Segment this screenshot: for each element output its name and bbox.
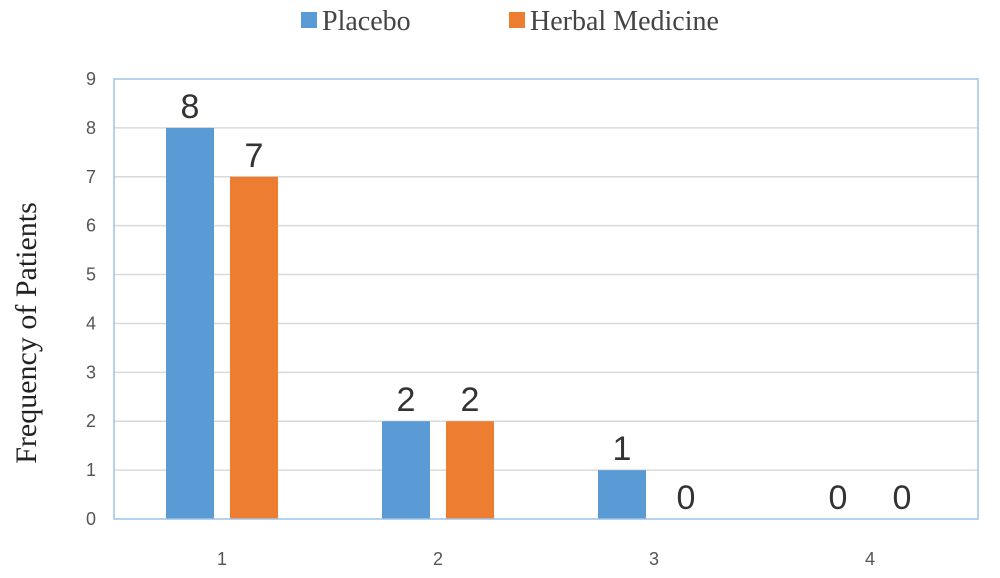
y-tick-label: 0 (86, 509, 96, 529)
data-label-placebo: 8 (181, 88, 200, 126)
data-label-placebo: 2 (397, 381, 416, 419)
y-tick-label: 5 (86, 265, 96, 285)
bar-placebo (598, 470, 646, 519)
data-label-placebo: 1 (613, 430, 632, 468)
y-axis-ticks: 0 1 2 3 4 5 6 7 8 9 (86, 69, 96, 529)
data-label-herbal-medicine: 0 (893, 479, 912, 517)
y-tick-label: 7 (86, 167, 96, 187)
legend-swatch-placebo (301, 12, 317, 28)
y-axis-title: Frequency of Patients (10, 202, 43, 464)
y-tick-label: 8 (86, 118, 96, 138)
data-labels: 8 7 2 2 1 0 0 0 (181, 88, 912, 517)
x-tick-label: 2 (433, 549, 443, 569)
legend-label-placebo: Placebo (322, 6, 411, 37)
y-tick-label: 4 (86, 313, 96, 333)
data-label-herbal-medicine: 0 (677, 479, 696, 517)
y-tick-label: 1 (86, 460, 96, 480)
x-tick-label: 3 (649, 549, 659, 569)
data-label-herbal-medicine: 7 (245, 137, 264, 175)
bars (166, 127, 646, 519)
y-tick-label: 9 (86, 69, 96, 89)
bar-herbal-medicine (446, 421, 494, 519)
bar-herbal-medicine (230, 176, 278, 519)
y-tick-label: 6 (86, 216, 96, 236)
data-label-placebo: 0 (829, 479, 848, 517)
bar-placebo (382, 421, 430, 519)
x-axis-ticks: 1 2 3 4 (217, 549, 875, 569)
legend-label-herbal-medicine: Herbal Medicine (530, 6, 719, 37)
legend-swatch-herbal-medicine (509, 12, 525, 28)
y-tick-label: 2 (86, 411, 96, 431)
x-tick-label: 1 (217, 549, 227, 569)
y-tick-label: 3 (86, 362, 96, 382)
x-tick-label: 4 (865, 549, 875, 569)
chart-legend: Placebo Herbal Medicine (301, 6, 719, 37)
data-label-herbal-medicine: 2 (461, 381, 480, 419)
plot-area-border (113, 78, 979, 520)
bar-placebo (166, 127, 214, 519)
